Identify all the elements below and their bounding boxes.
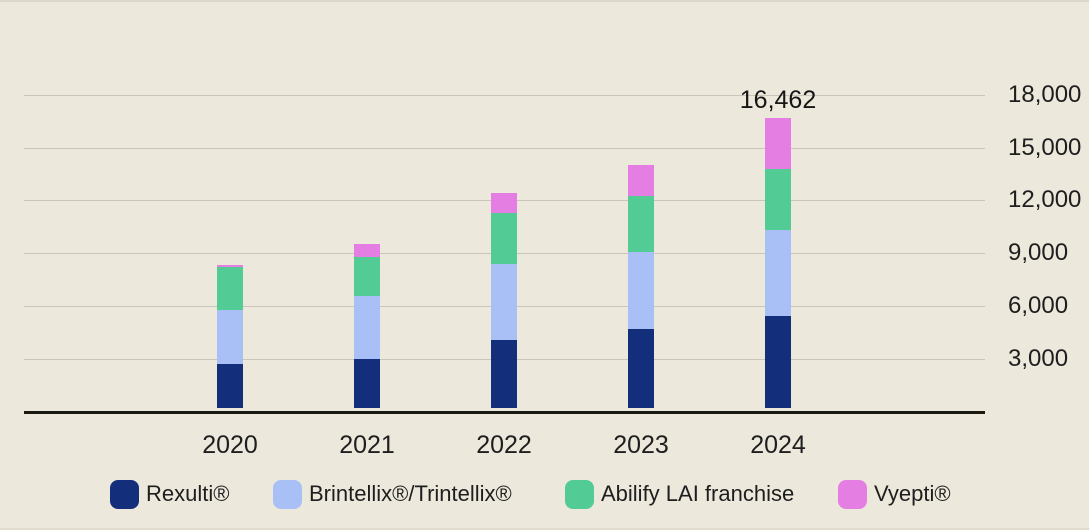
bar-segment-2024-rexulti	[765, 316, 791, 408]
legend-label: Brintellix®/Trintellix®	[309, 481, 512, 506]
gridline-18,000	[24, 94, 985, 96]
bar-2020	[217, 265, 243, 408]
bar-segment-2023-brintellix-trintellix	[628, 251, 654, 329]
bar-segment-2021-brintellix-trintellix	[354, 295, 380, 359]
bar-segment-2021-vyepti	[354, 244, 380, 257]
y-axis-tick-label: 18,000	[1008, 80, 1082, 108]
legend-item-abilify-lai-franchise: Abilify LAI franchise	[565, 479, 794, 509]
x-axis-label-2024: 2024	[750, 431, 806, 459]
legend-swatch-icon	[838, 479, 867, 509]
bar-segment-2020-brintellix-trintellix	[217, 309, 243, 364]
y-axis-tick-label: 6,000	[1008, 292, 1069, 320]
y-axis-tick-label: 15,000	[1008, 133, 1082, 161]
x-axis-label-2020: 2020	[202, 431, 258, 459]
bar-segment-2021-abilify-lai-franchise	[354, 256, 380, 296]
gridline-15,000	[24, 147, 985, 149]
bar-total-label-2024: 16,462	[739, 85, 817, 114]
legend-label: Vyepti®	[874, 481, 951, 506]
bar-segment-2023-vyepti	[628, 165, 654, 196]
legend-label: Rexulti®	[146, 481, 230, 506]
bar-segment-2023-rexulti	[628, 328, 654, 408]
legend-item-rexulti: Rexulti®	[110, 479, 229, 509]
bar-segment-2022-brintellix-trintellix	[491, 264, 517, 340]
legend-item-vyepti: Vyepti®	[838, 479, 951, 509]
x-axis-baseline	[24, 411, 985, 414]
y-axis-tick-label: 12,000	[1008, 186, 1082, 214]
bar-segment-2020-rexulti	[217, 363, 243, 408]
bar-segment-2022-vyepti	[491, 193, 517, 213]
legend-swatch-icon	[110, 479, 139, 509]
bar-segment-2021-rexulti	[354, 358, 380, 408]
bar-2022	[491, 193, 517, 408]
bar-segment-2020-vyepti	[217, 265, 243, 268]
bar-segment-2024-brintellix-trintellix	[765, 229, 791, 317]
bar-segment-2020-abilify-lai-franchise	[217, 267, 243, 310]
bar-segment-2024-abilify-lai-franchise	[765, 168, 791, 230]
legend-swatch-icon	[565, 479, 594, 509]
x-axis-label-2021: 2021	[339, 431, 395, 459]
bar-2021	[354, 244, 380, 408]
y-axis-tick-label: 9,000	[1008, 239, 1069, 267]
x-axis-label-2022: 2022	[476, 431, 532, 459]
bar-segment-2024-vyepti	[765, 117, 791, 169]
bar-segment-2022-abilify-lai-franchise	[491, 213, 517, 265]
legend-item-brintellix-trintellix: Brintellix®/Trintellix®	[273, 479, 512, 509]
bar-2023	[628, 165, 654, 408]
bar-2024	[765, 117, 791, 408]
x-axis-label-2023: 2023	[613, 431, 669, 459]
y-axis-tick-label: 3,000	[1008, 345, 1069, 373]
bar-segment-2022-rexulti	[491, 339, 517, 408]
legend-label: Abilify LAI franchise	[601, 481, 795, 506]
bar-segment-2023-abilify-lai-franchise	[628, 195, 654, 252]
legend-swatch-icon	[273, 479, 302, 509]
